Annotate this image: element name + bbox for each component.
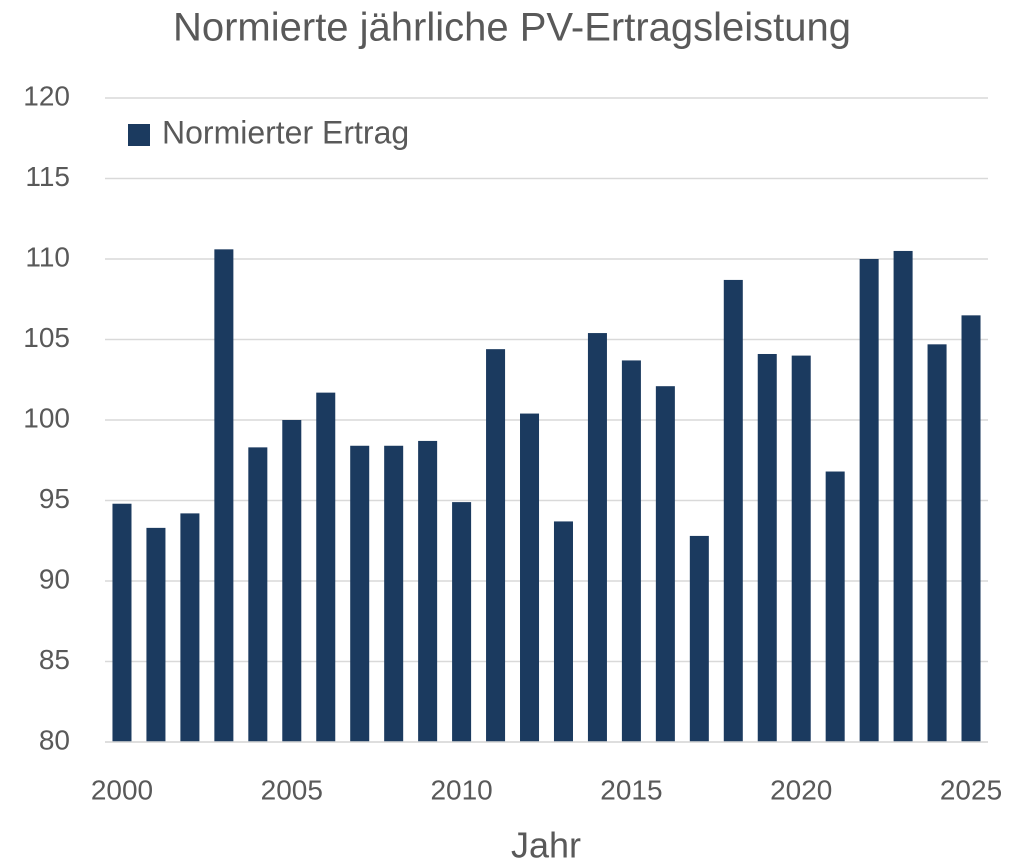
y-tick-label: 120 [23,80,70,111]
bar [248,447,268,742]
y-tick-label: 85 [39,644,70,675]
bar [418,440,438,742]
bar [180,513,200,742]
legend-label: Normierter Ertrag [162,114,409,150]
x-tick-label: 2015 [600,774,662,805]
x-tick-label: 2005 [261,774,323,805]
bar [282,420,302,742]
bar [553,521,573,742]
y-tick-label: 90 [39,563,70,594]
bar [146,527,166,742]
bar [927,344,947,742]
bar [723,279,743,742]
x-tick-label: 2025 [940,774,1002,805]
bar [791,355,811,742]
chart-title: Normierte jährliche PV-Ertragsleistung [173,6,851,50]
bar [655,386,675,742]
bar [757,353,777,742]
y-tick-label: 115 [25,161,70,192]
x-tick-label: 2000 [91,774,153,805]
bar [621,360,641,742]
x-tick-label: 2020 [770,774,832,805]
bar [452,502,472,742]
bar [587,333,607,742]
y-tick-label: 95 [39,483,70,514]
x-tick-label: 2010 [430,774,492,805]
x-axis-label: Jahr [511,825,581,866]
bar [893,250,913,742]
y-tick-label: 100 [23,402,70,433]
bar [316,392,336,742]
bar [961,315,981,742]
bar [384,445,404,742]
bar [486,349,506,742]
y-tick-label: 80 [39,724,70,755]
bar [350,445,370,742]
bar [825,471,845,742]
bar [689,535,709,742]
legend-swatch [128,124,150,146]
y-tick-label: 105 [23,322,70,353]
bar [859,259,879,742]
y-tick-label: 110 [25,241,70,272]
bar [520,413,540,742]
bar [112,503,132,742]
bar [214,249,234,742]
